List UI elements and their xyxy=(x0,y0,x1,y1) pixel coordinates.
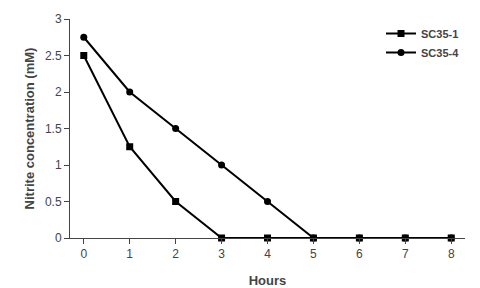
svg-text:0: 0 xyxy=(80,247,87,261)
svg-text:5: 5 xyxy=(310,247,317,261)
svg-text:7: 7 xyxy=(402,247,409,261)
svg-text:1.5: 1.5 xyxy=(45,122,62,136)
svg-text:4: 4 xyxy=(264,247,271,261)
svg-text:SC35-1: SC35-1 xyxy=(421,28,458,40)
svg-text:2: 2 xyxy=(55,85,62,99)
svg-text:3: 3 xyxy=(55,12,62,26)
svg-text:1: 1 xyxy=(126,247,133,261)
svg-text:0: 0 xyxy=(55,231,62,245)
svg-text:Hours: Hours xyxy=(249,273,287,288)
svg-text:3: 3 xyxy=(218,247,225,261)
svg-text:0.5: 0.5 xyxy=(45,195,62,209)
svg-text:6: 6 xyxy=(356,247,363,261)
svg-text:2.5: 2.5 xyxy=(45,49,62,63)
svg-text:8: 8 xyxy=(448,247,455,261)
svg-text:2: 2 xyxy=(172,247,179,261)
svg-text:1: 1 xyxy=(55,158,62,172)
svg-text:SC35-4: SC35-4 xyxy=(421,47,459,59)
svg-text:Nitrite concentration (mM): Nitrite concentration (mM) xyxy=(22,48,37,210)
